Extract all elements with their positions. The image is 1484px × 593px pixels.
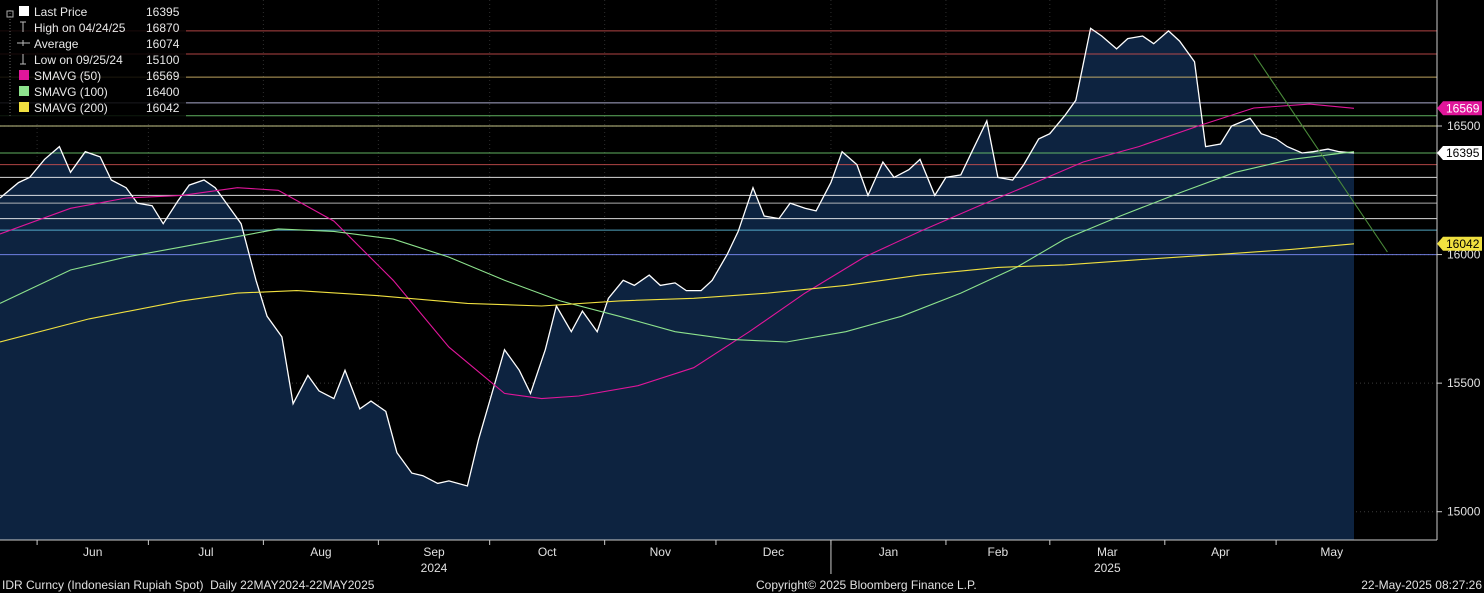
legend-value-5: 16400 [146, 85, 180, 99]
x-tick-label-dec: Dec [763, 545, 784, 559]
legend-swatch-5 [19, 86, 29, 96]
legend-swatch-4 [19, 70, 29, 80]
legend-label-0: Last Price [34, 5, 88, 19]
x-tick-label-feb: Feb [988, 545, 1009, 559]
legend-label-6: SMAVG (200) [34, 101, 108, 115]
legend-high-icon [20, 21, 26, 32]
value-badge-16569: 16569 [1437, 101, 1482, 116]
legend-low-icon [20, 54, 26, 65]
footer-center: Copyright© 2025 Bloomberg Finance L.P. [756, 578, 977, 592]
legend-value-2: 16074 [146, 37, 180, 51]
value-badge-shape-2 [1437, 236, 1482, 251]
legend-value-1: 16870 [146, 21, 180, 35]
legend-label-5: SMAVG (100) [34, 85, 108, 99]
value-badge-16395: 16395 [1437, 146, 1482, 160]
y-tick-label-0: 15000 [1447, 505, 1481, 519]
legend: Last Price 16395 High on 04/24/25 16870 Aver… [0, 0, 186, 122]
x-tick-label-apr: Apr [1211, 545, 1230, 559]
legend-row-4: SMAVG (50) 16569 [19, 69, 180, 83]
series-line-smavg-50 [0, 103, 1355, 400]
x-tick-label-oct: Oct [538, 545, 557, 559]
x-year-label-2025: 2025 [1094, 561, 1121, 575]
value-badges: 16569 16395 16042 [1437, 101, 1482, 251]
x-year-label-2024: 2024 [421, 561, 448, 575]
series-line-smavg-200 [0, 243, 1355, 343]
footer-right: 22-May-2025 08:27:26 [1361, 578, 1482, 592]
legend-row-3: Low on 09/25/24 15100 [20, 53, 180, 67]
x-tick-label-aug: Aug [310, 545, 331, 559]
x-tick-label-jun: Jun [83, 545, 102, 559]
x-tick-label-jan: Jan [879, 545, 898, 559]
value-badge-text-2: 16042 [1446, 237, 1480, 251]
footer-left: IDR Curncy (Indonesian Rupiah Spot) Dail… [2, 578, 375, 592]
legend-swatch-6 [19, 102, 29, 112]
x-axis: Jun Jul Aug Sep Oct Nov Dec Jan Feb Mar Apr May 2024… [0, 539, 1437, 575]
legend-box [0, 0, 186, 122]
value-badge-shape-1 [1437, 146, 1482, 160]
legend-row-0: Last Price 16395 [19, 5, 180, 19]
value-badge-16042: 16042 [1437, 236, 1482, 251]
legend-value-6: 16042 [146, 101, 180, 115]
legend-label-2: Average [34, 37, 79, 51]
x-tick-label-nov: Nov [650, 545, 671, 559]
y-tick-label-2: 16000 [1447, 248, 1481, 262]
y-axis: 15000 15500 16000 16500 [1436, 0, 1481, 540]
legend-value-4: 16569 [146, 69, 180, 83]
series-line-trend-line [1253, 53, 1388, 253]
legend-row-6: SMAVG (200) 16042 [19, 101, 180, 115]
legend-row-2: Average 16074 [17, 37, 180, 51]
x-tick-label-mar: Mar [1097, 545, 1118, 559]
footer: IDR Curncy (Indonesian Rupiah Spot) Dail… [2, 578, 1482, 592]
legend-swatch-0 [19, 6, 29, 16]
legend-average-icon [17, 40, 30, 46]
y-tick-label-1: 15500 [1447, 376, 1481, 390]
x-tick-label-sep: Sep [423, 545, 445, 559]
value-badge-text-0: 16569 [1446, 101, 1480, 115]
legend-label-4: SMAVG (50) [34, 69, 101, 83]
horizontal-lines-layer [0, 30, 1437, 256]
legend-row-5: SMAVG (100) 16400 [19, 85, 180, 99]
price-area-layer [0, 28, 1354, 541]
series-layer [0, 27, 1388, 487]
legend-collapse-icon [6, 10, 14, 18]
legend-row-1: High on 04/24/25 16870 [20, 21, 180, 35]
y-tick-label-3: 16500 [1447, 119, 1481, 133]
legend-value-0: 16395 [146, 5, 180, 19]
legend-value-3: 15100 [146, 53, 180, 67]
value-badge-shape-0 [1437, 101, 1482, 116]
x-tick-label-jul: Jul [198, 545, 213, 559]
legend-label-3: Low on 09/25/24 [34, 53, 123, 67]
value-badge-text-1: 16395 [1446, 146, 1480, 160]
legend-label-1: High on 04/24/25 [34, 21, 126, 35]
x-tick-label-may: May [1320, 545, 1343, 559]
series-line-last-price [0, 27, 1355, 487]
series-line-smavg-100 [0, 151, 1355, 343]
last-price-area [0, 28, 1354, 541]
